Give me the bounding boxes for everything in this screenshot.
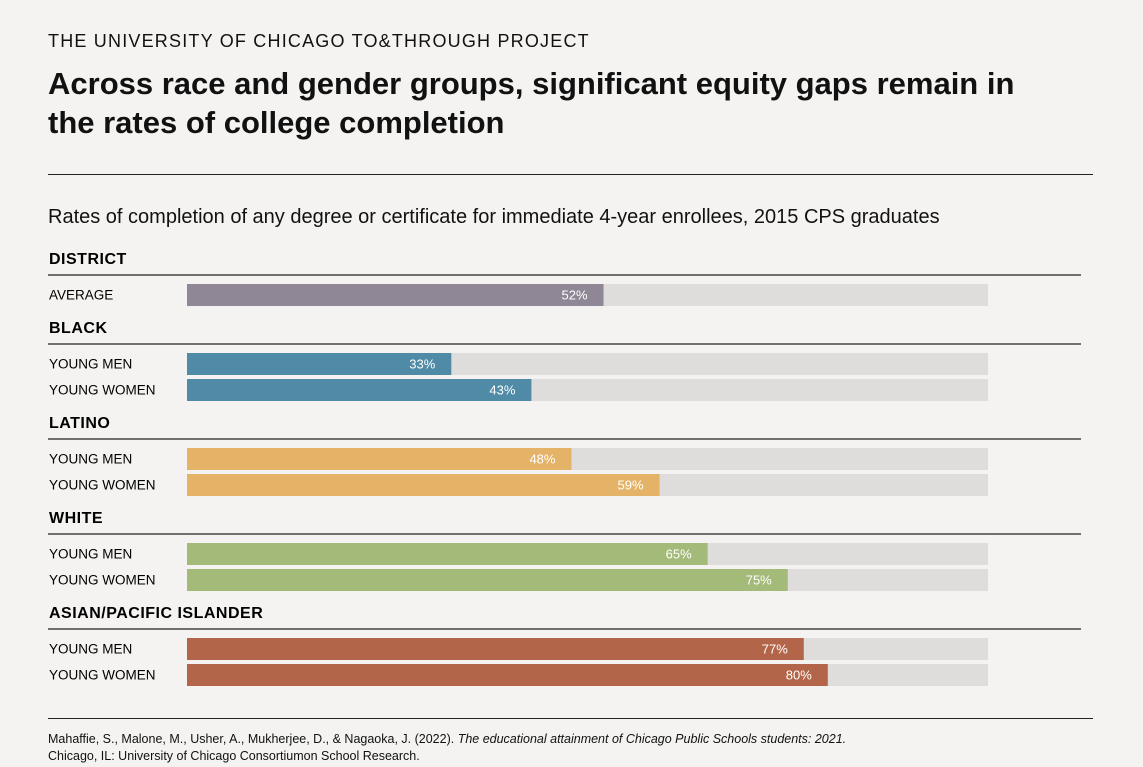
source: Mahaffie, S., Malone, M., Usher, A., Muk… bbox=[48, 731, 846, 765]
category-label: YOUNG MEN bbox=[49, 452, 132, 467]
bar bbox=[187, 379, 532, 401]
category-label: YOUNG MEN bbox=[49, 642, 132, 657]
bar bbox=[187, 664, 828, 686]
bar bbox=[187, 638, 804, 660]
rule bbox=[48, 174, 1093, 175]
value-label: 65% bbox=[666, 546, 692, 561]
value-label: 33% bbox=[409, 356, 435, 371]
value-label: 80% bbox=[786, 667, 812, 682]
header: THE UNIVERSITY OF CHICAGO TO&THROUGH PRO… bbox=[48, 31, 590, 51]
value-label: 48% bbox=[529, 451, 555, 466]
chart-title: Across race and gender groups, significa… bbox=[48, 66, 1015, 140]
category-label: YOUNG WOMEN bbox=[49, 478, 156, 493]
chart-subtitle: Rates of completion of any degree or cer… bbox=[48, 206, 940, 228]
category-label: YOUNG MEN bbox=[49, 357, 132, 372]
category-label: YOUNG MEN bbox=[49, 547, 132, 562]
bar bbox=[187, 543, 708, 565]
source-authors: Mahaffie, S., Malone, M., Usher, A., Muk… bbox=[48, 732, 458, 746]
category-label: YOUNG WOMEN bbox=[49, 668, 156, 683]
group-label: WHITE bbox=[49, 510, 103, 527]
bar bbox=[187, 569, 788, 591]
bar bbox=[187, 353, 452, 375]
bar bbox=[187, 448, 572, 470]
category-label: AVERAGE bbox=[49, 288, 113, 303]
source-publisher: Chicago, IL: University of Chicago Conso… bbox=[48, 749, 420, 763]
value-label: 75% bbox=[746, 572, 772, 587]
group-label: DISTRICT bbox=[49, 251, 127, 268]
group-label: ASIAN/PACIFIC ISLANDER bbox=[49, 605, 263, 622]
value-label: 43% bbox=[489, 382, 515, 397]
group-label: BLACK bbox=[49, 320, 108, 337]
group-label: LATINO bbox=[49, 415, 110, 432]
rule bbox=[48, 718, 1093, 719]
value-label: 59% bbox=[618, 477, 644, 492]
category-label: YOUNG WOMEN bbox=[49, 383, 156, 398]
value-label: 52% bbox=[561, 287, 587, 302]
bar bbox=[187, 474, 660, 496]
source-work: The educational attainment of Chicago Pu… bbox=[457, 732, 847, 746]
bar bbox=[187, 284, 604, 306]
category-label: YOUNG WOMEN bbox=[49, 573, 156, 588]
value-label: 77% bbox=[762, 641, 788, 656]
